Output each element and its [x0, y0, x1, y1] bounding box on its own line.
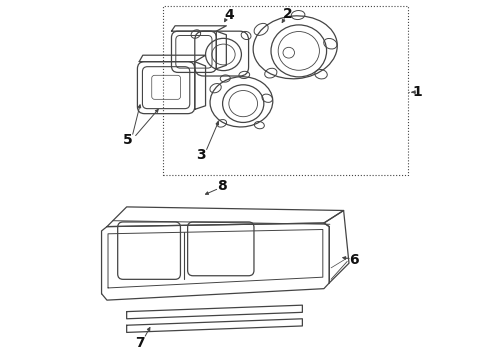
Text: 3: 3: [196, 148, 206, 162]
Text: 2: 2: [283, 7, 293, 21]
Text: 7: 7: [135, 336, 145, 350]
Text: 1: 1: [412, 85, 422, 99]
Text: 6: 6: [349, 253, 359, 267]
Text: 8: 8: [217, 179, 226, 193]
Text: 4: 4: [224, 8, 234, 22]
Text: 5: 5: [122, 133, 132, 147]
